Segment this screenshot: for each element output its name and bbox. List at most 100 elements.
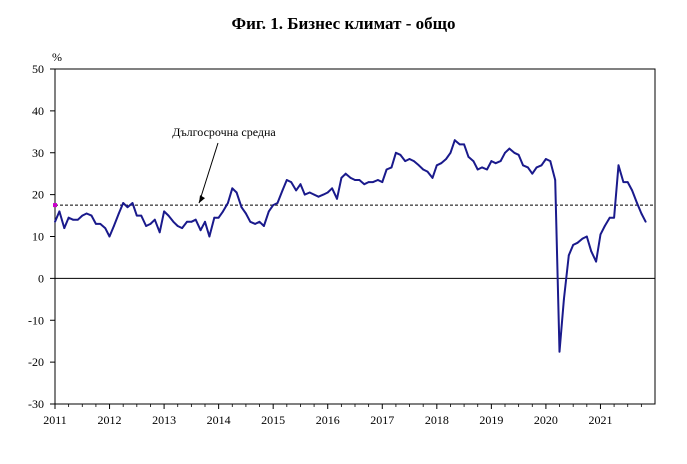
data-point [172,220,175,223]
data-point [176,225,179,227]
data-point [308,191,311,194]
data-point [208,235,211,238]
x-tick-label: 2014 [207,413,231,427]
data-point [431,177,434,179]
x-tick-label: 2012 [98,413,122,427]
series-line [54,139,647,353]
data-point [81,214,84,217]
data-point [145,225,148,227]
data-point [299,183,302,186]
data-point [331,187,333,190]
data-point [349,177,352,179]
data-point [249,220,252,223]
data-point [381,181,384,184]
data-point [558,350,561,353]
data-point [613,216,615,219]
data-point [563,298,565,301]
data-point [167,214,170,217]
data-point [572,244,575,246]
data-point [367,181,370,184]
data-point [622,181,625,184]
y-tick-label: 0 [38,271,44,285]
data-point [644,220,647,223]
data-point [486,168,488,171]
data-point [72,218,74,221]
data-point [417,164,420,167]
data-point [449,151,452,154]
data-point [245,212,247,215]
data-point [545,158,547,160]
data-point [117,212,120,215]
data-point [77,218,79,221]
data-point [499,160,502,163]
data-point [263,225,265,227]
data-point [258,220,261,223]
x-tick-label: 2019 [479,413,503,427]
data-point [631,189,633,192]
data-point [354,179,356,181]
data-point [67,216,70,219]
data-point [235,191,238,194]
data-point [181,227,184,230]
data-point [217,216,220,219]
data-point [508,147,511,150]
data-point [358,179,361,181]
data-point [585,235,588,238]
data-point [336,197,338,200]
y-tick-label: -20 [28,355,44,369]
data-point [481,166,483,169]
data-point [126,206,129,209]
data-point [458,143,461,146]
data-point [390,166,393,169]
data-point [617,164,620,167]
data-point [413,160,415,163]
y-axis-label: % [52,50,62,64]
data-point [285,179,288,181]
data-point [517,153,520,156]
x-tick-label: 2016 [316,413,340,427]
data-point [463,143,465,146]
data-point [377,179,379,181]
data-point [90,214,93,217]
data-point [599,233,602,236]
data-point [603,225,606,227]
average-annotation: Дългосрочна средна [172,125,276,139]
y-tick-label: 10 [32,230,44,244]
data-point [527,166,529,169]
data-point [640,212,643,215]
data-point [85,212,88,215]
chart-title: Фиг. 1. Бизнес климат - общо [231,14,456,33]
data-point [626,181,629,184]
x-tick-label: 2021 [588,413,612,427]
data-point [476,168,479,171]
data-point [490,160,493,163]
data-point [58,210,61,213]
data-point [281,189,284,192]
data-point [190,220,193,223]
data-point [513,151,516,154]
x-tick-label: 2011 [43,413,67,427]
x-tick-label: 2013 [152,413,176,427]
data-point [131,202,134,204]
annotation-arrow-line [198,142,219,204]
data-point [567,254,570,257]
data-point [158,231,161,234]
data-point [194,218,197,221]
data-point [549,160,552,163]
data-point [435,164,438,167]
data-point [494,162,497,165]
data-point [290,181,293,184]
x-tick-label: 2017 [370,413,394,427]
data-point [636,202,638,204]
data-point [240,206,243,209]
data-point [344,172,347,175]
data-point [276,202,279,204]
data-point [322,193,325,196]
data-point [153,218,156,221]
data-point [372,181,374,184]
data-point [408,158,411,160]
data-point [267,210,270,213]
data-point [385,168,388,171]
data-point [440,162,443,165]
data-point [149,223,152,225]
